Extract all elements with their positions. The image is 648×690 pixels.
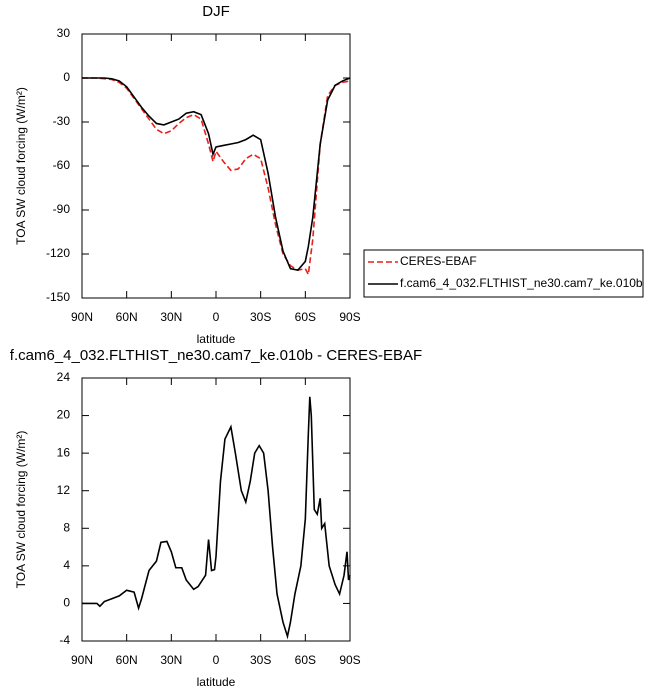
- y-tick-label: -120: [46, 246, 70, 260]
- x-tick-label: 90N: [71, 653, 93, 667]
- y-tick-label: 24: [57, 370, 71, 384]
- x-tick-label: 60N: [116, 310, 138, 324]
- y-tick-label: 0: [63, 596, 70, 610]
- chart-title: DJF: [202, 3, 230, 20]
- y-tick-label: 30: [57, 26, 71, 40]
- data-line: [82, 396, 351, 640]
- x-tick-label: 90S: [339, 310, 360, 324]
- y-tick-label: 20: [57, 408, 71, 422]
- x-axis-label: latitude: [197, 332, 236, 346]
- x-tick-label: 90S: [339, 653, 360, 667]
- y-tick-label: 12: [57, 483, 71, 497]
- x-tick-label: 60S: [295, 653, 316, 667]
- legend-label: f.cam6_4_032.FLTHIST_ne30.cam7_ke.010b: [400, 276, 643, 290]
- x-tick-label: 30S: [250, 653, 271, 667]
- y-tick-label: 8: [63, 520, 70, 534]
- y-tick-label: -150: [46, 290, 70, 304]
- x-tick-label: 60N: [116, 653, 138, 667]
- x-tick-label: 30S: [250, 310, 271, 324]
- y-tick-label: 16: [57, 445, 71, 459]
- data-line: [82, 77, 351, 272]
- y-tick-label: 0: [63, 70, 70, 84]
- x-axis-label: latitude: [197, 675, 236, 689]
- chart-title: f.cam6_4_032.FLTHIST_ne30.cam7_ke.010b -…: [10, 347, 422, 364]
- y-tick-label: -60: [53, 158, 71, 172]
- y-axis-label: TOA SW cloud forcing (W/m²): [14, 87, 28, 245]
- legend-label: CERES-EBAF: [400, 254, 477, 268]
- x-tick-label: 30N: [160, 310, 182, 324]
- y-tick-label: 4: [63, 558, 70, 572]
- y-axis-label: TOA SW cloud forcing (W/m²): [14, 431, 28, 589]
- data-line: [82, 77, 351, 278]
- x-tick-label: 60S: [295, 310, 316, 324]
- legend-box: [363, 249, 644, 298]
- x-tick-label: 0: [213, 310, 220, 324]
- x-tick-label: 90N: [71, 310, 93, 324]
- plot-frame: [81, 33, 351, 299]
- x-tick-label: 30N: [160, 653, 182, 667]
- x-tick-label: 0: [213, 653, 220, 667]
- plot-frame: [81, 377, 351, 642]
- y-tick-label: -30: [53, 114, 71, 128]
- y-tick-label: -4: [59, 633, 70, 647]
- y-tick-label: -90: [53, 202, 71, 216]
